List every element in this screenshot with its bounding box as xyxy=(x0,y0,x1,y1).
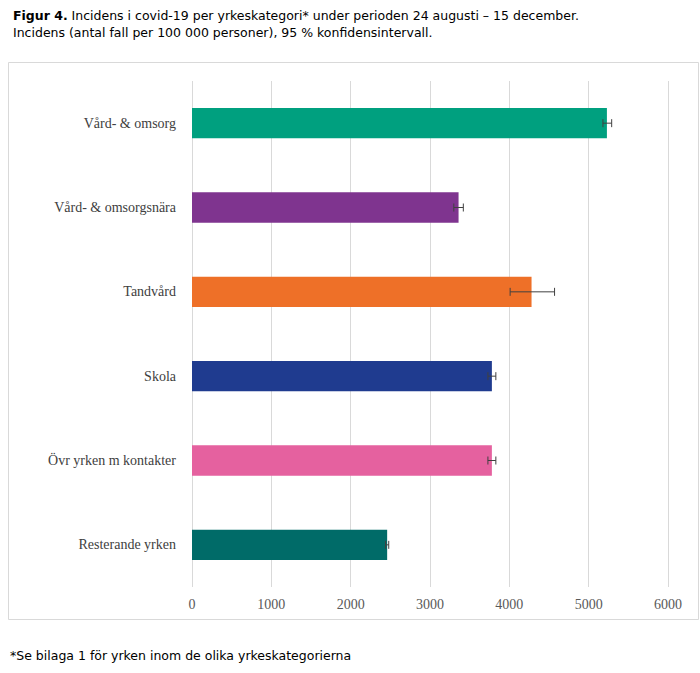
svg-text:Resterande yrken: Resterande yrken xyxy=(78,537,176,552)
svg-text:4000: 4000 xyxy=(495,597,523,612)
svg-text:5000: 5000 xyxy=(575,597,603,612)
svg-text:3000: 3000 xyxy=(416,597,444,612)
svg-text:Vård- & omsorg: Vård- & omsorg xyxy=(84,116,176,131)
svg-text:Tandvård: Tandvård xyxy=(123,284,176,299)
svg-text:Skola: Skola xyxy=(144,369,177,384)
svg-text:*Se bilaga 1 för yrken inom de: *Se bilaga 1 för yrken inom de olika yrk… xyxy=(10,648,351,663)
svg-text:1000: 1000 xyxy=(257,597,285,612)
svg-text:Vård- & omsorgsnära: Vård- & omsorgsnära xyxy=(54,200,177,215)
svg-text:Övr yrken m kontakter: Övr yrken m kontakter xyxy=(48,452,176,468)
svg-text:0: 0 xyxy=(189,597,196,612)
svg-text:2000: 2000 xyxy=(337,597,365,612)
svg-text:Figur 4.: Figur 4. xyxy=(13,8,68,23)
svg-text:Incidens (antal fall per 100 0: Incidens (antal fall per 100 000 persone… xyxy=(13,25,432,40)
svg-text:6000: 6000 xyxy=(654,597,682,612)
svg-text:Incidens i covid-19 per yrkesk: Incidens i covid-19 per yrkeskategori* u… xyxy=(68,8,579,23)
